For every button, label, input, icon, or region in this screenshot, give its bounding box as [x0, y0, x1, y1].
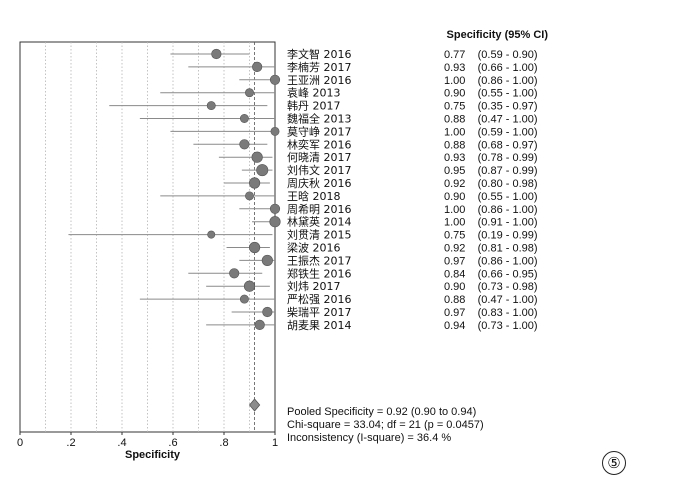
study-ci-value: 0.84 (0.66 - 0.95) [444, 268, 538, 280]
study-ci-value: 0.95 (0.87 - 0.99) [444, 165, 538, 177]
study-label: 李楠芳 2017 [287, 60, 352, 74]
study-ci-value: 0.90 (0.73 - 0.98) [444, 281, 538, 293]
point-estimate [269, 216, 281, 228]
plot-frame [19, 41, 276, 433]
point-estimate [261, 254, 273, 266]
study-ci-value: 0.97 (0.86 - 1.00) [444, 255, 538, 267]
point-estimate [251, 151, 263, 163]
study-ci-value: 0.93 (0.78 - 0.99) [444, 152, 538, 164]
study-ci-value: 0.90 (0.55 - 1.00) [444, 191, 538, 203]
study-label: 刘炜 2017 [287, 279, 341, 293]
point-estimate [254, 319, 265, 330]
study-ci-value: 0.88 (0.68 - 0.97) [444, 139, 538, 151]
summary-line: Chi-square = 33.04; df = 21 (p = 0.0457) [287, 419, 484, 431]
study-label: 周希明 2016 [287, 202, 352, 216]
ci-column-header: Specificity (95% CI) [447, 29, 549, 41]
study-label: 周庆秋 2016 [287, 176, 352, 190]
point-estimate [249, 241, 261, 254]
study-ci-value: 1.00 (0.59 - 1.00) [444, 126, 538, 138]
study-label: 刘伟文 2017 [287, 163, 352, 177]
study-label: 莫守峥 2017 [287, 124, 352, 138]
study-label: 袁峰 2013 [287, 87, 341, 100]
study-ci-value: 0.75 (0.35 - 0.97) [444, 101, 538, 113]
study-ci-value: 0.92 (0.81 - 0.98) [444, 243, 538, 255]
point-estimate [269, 203, 281, 214]
point-estimate [269, 74, 281, 85]
study-label: 何晓清 2017 [287, 151, 352, 164]
study-label: 王亚洲 2016 [287, 74, 352, 87]
study-label: 郑铁生 2016 [287, 266, 352, 280]
study-label: 胡麦果 2014 [287, 318, 352, 332]
point-estimate [239, 114, 249, 123]
study-label: 韩丹 2017 [287, 99, 341, 113]
study-ci-value: 0.90 (0.55 - 1.00) [444, 88, 538, 100]
point-estimate [239, 139, 250, 150]
x-tick-label: .6 [168, 437, 177, 449]
study-label: 柴瑞平 2017 [287, 305, 352, 319]
study-ci-value: 0.75 (0.19 - 0.99) [444, 230, 538, 242]
study-label: 林奕军 2016 [287, 137, 352, 151]
x-tick-label: 0 [17, 437, 23, 449]
study-label: 梁波 2016 [287, 241, 341, 255]
point-estimate [243, 280, 256, 292]
x-tick-label: .2 [66, 437, 75, 449]
point-estimate [256, 164, 269, 177]
study-label: 王晗 2018 [287, 189, 341, 203]
study-ci-value: 0.92 (0.80 - 0.98) [444, 178, 538, 190]
study-ci-value: 1.00 (0.86 - 1.00) [444, 75, 538, 87]
x-tick-label: 1 [272, 437, 278, 449]
study-ci-value: 0.97 (0.83 - 1.00) [444, 307, 538, 319]
study-ci-value: 1.00 (0.86 - 1.00) [444, 204, 538, 216]
point-estimate [207, 230, 216, 239]
study-label: 刘贯清 2015 [287, 229, 352, 242]
study-label: 王振杰 2017 [287, 253, 352, 267]
point-estimate [270, 126, 280, 136]
study-label: 严松强 2016 [287, 292, 352, 306]
study-ci-value: 0.93 (0.66 - 1.00) [444, 62, 538, 74]
point-estimate [245, 191, 254, 201]
pooled-diamond [248, 398, 261, 412]
point-estimate [239, 294, 249, 304]
point-estimate [206, 101, 216, 111]
point-estimate [211, 48, 222, 60]
x-tick-label: .4 [117, 437, 126, 449]
study-label: 李文智 2016 [287, 47, 352, 61]
point-estimate [262, 306, 273, 318]
x-axis-title: Specificity [125, 449, 181, 461]
study-ci-value: 1.00 (0.91 - 1.00) [444, 217, 538, 229]
study-ci-value: 0.77 (0.59 - 0.90) [444, 49, 538, 61]
study-label: 魏福全 2013 [287, 112, 352, 126]
x-tick-label: .8 [219, 437, 228, 449]
study-ci-value: 0.88 (0.47 - 1.00) [444, 294, 538, 306]
point-estimate [249, 177, 261, 189]
figure-number: ⑤ [602, 451, 626, 475]
summary-line: Inconsistency (I-square) = 36.4 % [287, 432, 451, 444]
point-estimate [252, 61, 263, 72]
study-label: 林黛英 2014 [287, 215, 352, 229]
study-ci-value: 0.88 (0.47 - 1.00) [444, 114, 538, 126]
summary-line: Pooled Specificity = 0.92 (0.90 to 0.94) [287, 406, 476, 418]
point-estimate [245, 88, 254, 98]
study-ci-value: 0.94 (0.73 - 1.00) [444, 320, 538, 332]
point-estimate [229, 268, 240, 279]
